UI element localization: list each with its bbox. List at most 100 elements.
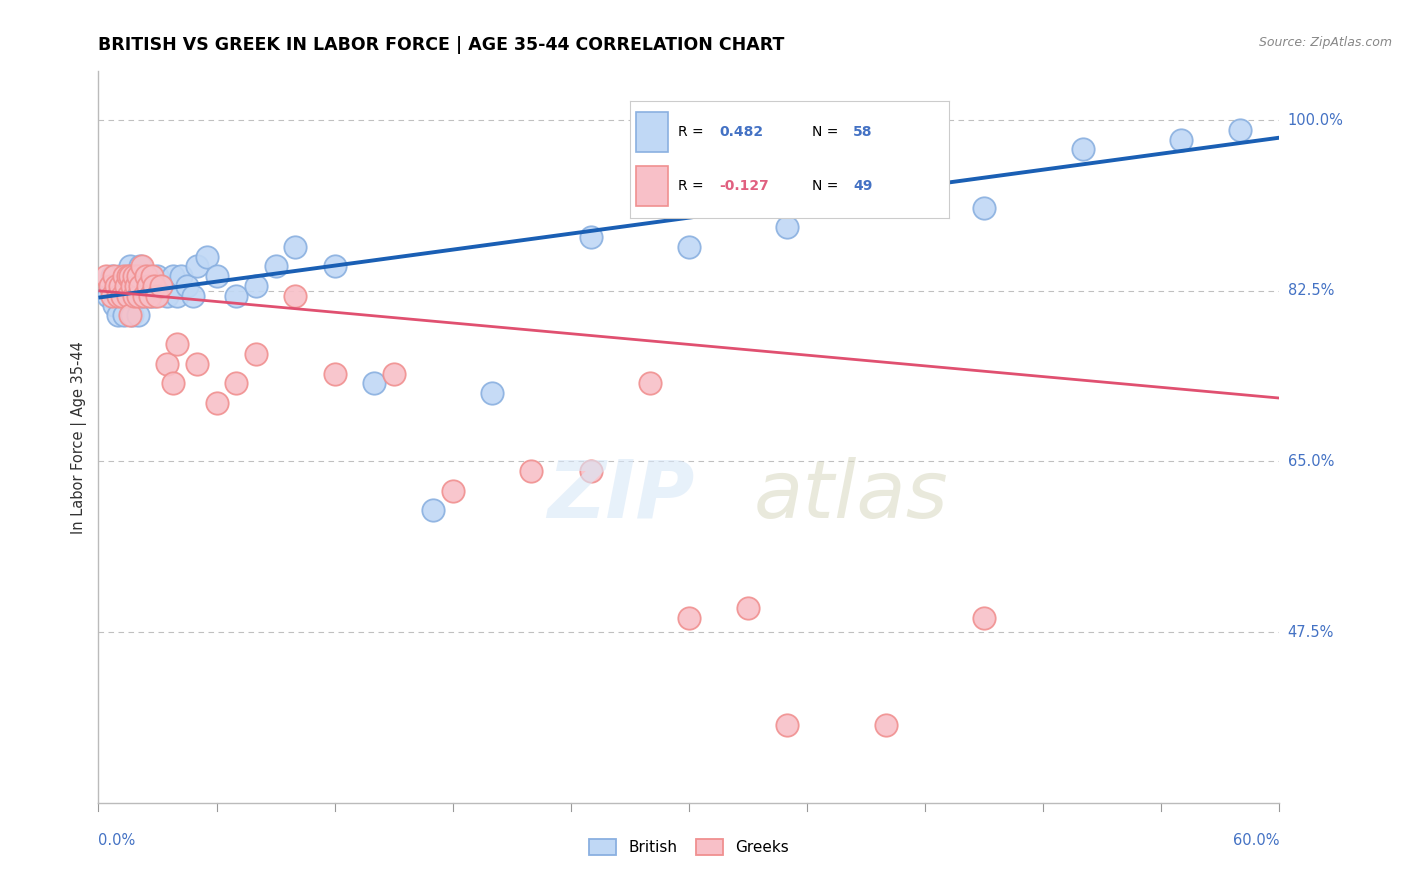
Text: atlas: atlas bbox=[754, 457, 949, 534]
Point bbox=[112, 269, 135, 284]
Point bbox=[101, 269, 124, 284]
Point bbox=[96, 269, 118, 284]
Point bbox=[520, 464, 543, 478]
Point bbox=[127, 308, 149, 322]
Point bbox=[127, 288, 149, 302]
Point bbox=[118, 308, 141, 322]
Point bbox=[678, 610, 700, 624]
Point bbox=[141, 279, 163, 293]
Point bbox=[128, 279, 150, 293]
Point bbox=[162, 376, 184, 391]
Text: 0.0%: 0.0% bbox=[98, 833, 135, 848]
Point bbox=[678, 240, 700, 254]
Point bbox=[131, 260, 153, 274]
Point bbox=[122, 288, 145, 302]
Point bbox=[117, 288, 139, 302]
Point bbox=[225, 288, 247, 302]
Point bbox=[156, 357, 179, 371]
Point bbox=[131, 269, 153, 284]
Point bbox=[1071, 142, 1094, 156]
Point bbox=[422, 503, 444, 517]
Point bbox=[146, 288, 169, 302]
Point bbox=[245, 347, 267, 361]
Point bbox=[138, 288, 160, 302]
Point bbox=[875, 718, 897, 732]
Point bbox=[638, 376, 661, 391]
Point bbox=[323, 367, 346, 381]
Text: 60.0%: 60.0% bbox=[1233, 833, 1279, 848]
Point bbox=[111, 288, 134, 302]
Point bbox=[973, 201, 995, 215]
Point bbox=[150, 279, 173, 293]
Point bbox=[205, 269, 228, 284]
Point bbox=[121, 269, 143, 284]
Point bbox=[128, 260, 150, 274]
Point bbox=[125, 279, 148, 293]
Point bbox=[107, 279, 129, 293]
Point bbox=[132, 288, 155, 302]
Point bbox=[1229, 123, 1251, 137]
Point bbox=[264, 260, 287, 274]
Point bbox=[135, 269, 157, 284]
Point bbox=[166, 337, 188, 351]
Point bbox=[323, 260, 346, 274]
Point bbox=[363, 376, 385, 391]
Point bbox=[225, 376, 247, 391]
Point bbox=[1170, 133, 1192, 147]
Point bbox=[737, 600, 759, 615]
Text: Source: ZipAtlas.com: Source: ZipAtlas.com bbox=[1258, 36, 1392, 49]
Point bbox=[112, 269, 135, 284]
Text: 100.0%: 100.0% bbox=[1288, 112, 1344, 128]
Point bbox=[132, 279, 155, 293]
Point bbox=[103, 298, 125, 312]
Point bbox=[107, 308, 129, 322]
Point bbox=[118, 260, 141, 274]
Point bbox=[142, 279, 165, 293]
Point bbox=[121, 308, 143, 322]
Point bbox=[131, 288, 153, 302]
Point bbox=[973, 610, 995, 624]
Point bbox=[115, 279, 138, 293]
Point bbox=[122, 279, 145, 293]
Point bbox=[156, 288, 179, 302]
Point bbox=[170, 269, 193, 284]
Point bbox=[162, 269, 184, 284]
Point bbox=[181, 288, 204, 302]
Point bbox=[98, 279, 121, 293]
Point bbox=[105, 279, 128, 293]
Point bbox=[579, 230, 602, 244]
Point bbox=[441, 483, 464, 498]
Legend: British, Greeks: British, Greeks bbox=[582, 833, 796, 861]
Point bbox=[122, 288, 145, 302]
Point bbox=[125, 269, 148, 284]
Point bbox=[118, 288, 141, 302]
Point bbox=[138, 288, 160, 302]
Point bbox=[101, 288, 124, 302]
Point bbox=[127, 269, 149, 284]
Point bbox=[166, 288, 188, 302]
Point bbox=[284, 240, 307, 254]
Point bbox=[481, 386, 503, 401]
Point bbox=[128, 279, 150, 293]
Point bbox=[127, 269, 149, 284]
Point bbox=[117, 269, 139, 284]
Point bbox=[875, 191, 897, 205]
Point bbox=[776, 220, 799, 235]
Point bbox=[146, 269, 169, 284]
Point bbox=[108, 279, 131, 293]
Point bbox=[186, 357, 208, 371]
Point bbox=[103, 269, 125, 284]
Point bbox=[121, 279, 143, 293]
Text: 47.5%: 47.5% bbox=[1288, 624, 1334, 640]
Point bbox=[122, 269, 145, 284]
Text: ZIP: ZIP bbox=[547, 457, 695, 534]
Point bbox=[108, 269, 131, 284]
Point bbox=[776, 718, 799, 732]
Point bbox=[176, 279, 198, 293]
Point bbox=[97, 288, 120, 302]
Point bbox=[141, 269, 163, 284]
Point bbox=[107, 288, 129, 302]
Point bbox=[150, 279, 173, 293]
Point bbox=[195, 250, 218, 264]
Point bbox=[117, 269, 139, 284]
